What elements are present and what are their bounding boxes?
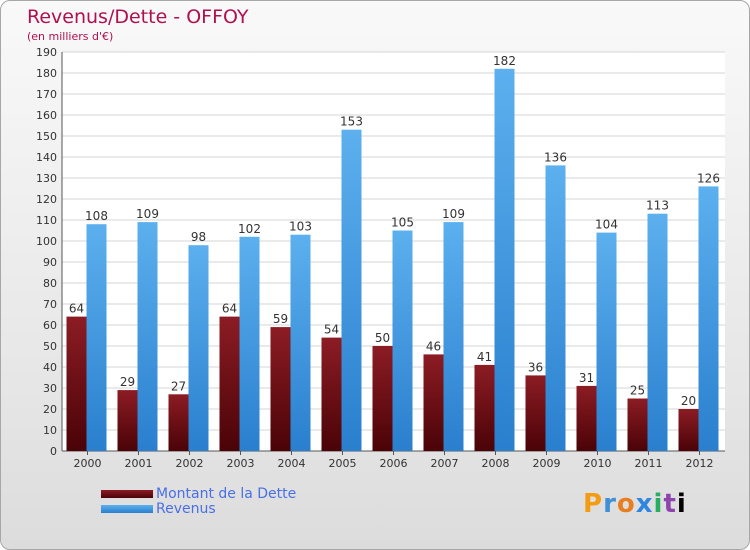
data-label: 64: [222, 302, 237, 316]
legend-label-revenus: Revenus: [156, 501, 216, 517]
data-label: 105: [391, 216, 414, 230]
data-label: 182: [493, 54, 516, 68]
chart-title: Revenus/Dette - OFFOY: [27, 6, 249, 28]
revenus-bar: [647, 213, 668, 451]
dette-bar: [66, 316, 87, 451]
data-label: 50: [375, 331, 390, 345]
data-label: 102: [238, 222, 261, 236]
data-label: 20: [681, 394, 696, 408]
revenus-bar: [137, 222, 158, 451]
y-tick-label: 140: [36, 151, 57, 164]
y-tick-label: 180: [36, 67, 57, 80]
revenus-bar: [698, 186, 719, 451]
data-label: 153: [340, 115, 363, 129]
dette-bar: [423, 354, 444, 451]
x-tick-label: 2006: [380, 457, 408, 470]
dette-bar: [678, 409, 699, 451]
y-tick-label: 190: [36, 46, 57, 59]
y-tick-label: 70: [43, 298, 57, 311]
x-tick-label: 2000: [74, 457, 102, 470]
dette-bar: [321, 337, 342, 451]
x-tick-label: 2008: [482, 457, 510, 470]
data-label: 104: [595, 218, 618, 232]
bars: [66, 68, 719, 452]
revenus-bar: [290, 234, 311, 451]
proxiti-logo: Proxiti: [583, 489, 687, 519]
revenus-bar: [596, 232, 617, 451]
y-tick-label: 30: [43, 382, 57, 395]
y-tick-label: 20: [43, 403, 57, 416]
dette-bar: [117, 390, 138, 451]
x-tick-label: 2005: [329, 457, 357, 470]
x-tick-label: 2007: [431, 457, 459, 470]
revenus-bar: [494, 68, 515, 452]
revenus-bar: [239, 236, 260, 451]
data-label: 59: [273, 312, 288, 326]
dette-bar: [627, 398, 648, 451]
y-tick-label: 50: [43, 340, 57, 353]
data-label: 25: [630, 384, 645, 398]
y-tick-label: 0: [50, 445, 57, 458]
y-tick-label: 110: [36, 214, 57, 227]
revenus-bar: [188, 245, 209, 451]
revenus-bar: [545, 165, 566, 451]
bar-chart: 0 10 20 30 40 50 60 70 80 90 100 110 120 130 140 150 160…: [36, 46, 725, 470]
y-tick-label: 120: [36, 193, 57, 206]
revenus-bar: [443, 222, 464, 451]
dette-bar: [372, 346, 393, 451]
y-tick-label: 160: [36, 109, 57, 122]
x-tick-label: 2009: [533, 457, 561, 470]
dette-bar: [525, 375, 546, 451]
legend-swatch-revenus: [101, 505, 153, 513]
revenus-bar: [86, 224, 107, 451]
y-tick-label: 150: [36, 130, 57, 143]
x-tick-label: 2002: [176, 457, 204, 470]
y-tick-label: 10: [43, 424, 57, 437]
data-label: 109: [136, 207, 159, 221]
data-label: 103: [289, 220, 312, 234]
dette-bar: [168, 394, 189, 451]
y-tick-label: 60: [43, 319, 57, 332]
data-label: 64: [69, 302, 84, 316]
x-tick-label: 2011: [635, 457, 663, 470]
chart-subtitle: (en milliers d'€): [27, 30, 114, 43]
data-label: 126: [697, 171, 720, 185]
y-tick-label: 80: [43, 277, 57, 290]
data-label: 36: [528, 360, 543, 374]
data-label: 109: [442, 207, 465, 221]
x-tick-label: 2001: [125, 457, 153, 470]
dette-bar: [270, 327, 291, 451]
x-tick-label: 2003: [227, 457, 255, 470]
legend-swatch-dette: [101, 490, 153, 498]
dette-bar: [219, 316, 240, 451]
data-label: 113: [646, 199, 669, 213]
x-tick-label: 2010: [584, 457, 612, 470]
data-label: 46: [426, 339, 441, 353]
dette-bar: [576, 385, 597, 451]
data-label: 136: [544, 150, 567, 164]
y-tick-label: 90: [43, 256, 57, 269]
data-label: 54: [324, 323, 339, 337]
revenus-bar: [341, 129, 362, 451]
revenus-bar: [392, 230, 413, 451]
data-label: 41: [477, 350, 492, 364]
y-tick-label: 100: [36, 235, 57, 248]
dette-bar: [474, 364, 495, 451]
x-tick-label: 2012: [686, 457, 714, 470]
y-tick-label: 130: [36, 172, 57, 185]
y-tick-label: 170: [36, 88, 57, 101]
y-tick-label: 40: [43, 361, 57, 374]
data-label: 108: [85, 209, 108, 223]
data-label: 27: [171, 379, 186, 393]
x-tick-label: 2004: [278, 457, 306, 470]
legend-label-dette: Montant de la Dette: [156, 486, 297, 502]
data-labels: 64 108 29 109 27 98 64 102 59 103 54 153 50 105 46 109 4…: [69, 54, 720, 408]
data-label: 29: [120, 375, 135, 389]
data-label: 98: [191, 230, 206, 244]
data-label: 31: [579, 371, 594, 385]
